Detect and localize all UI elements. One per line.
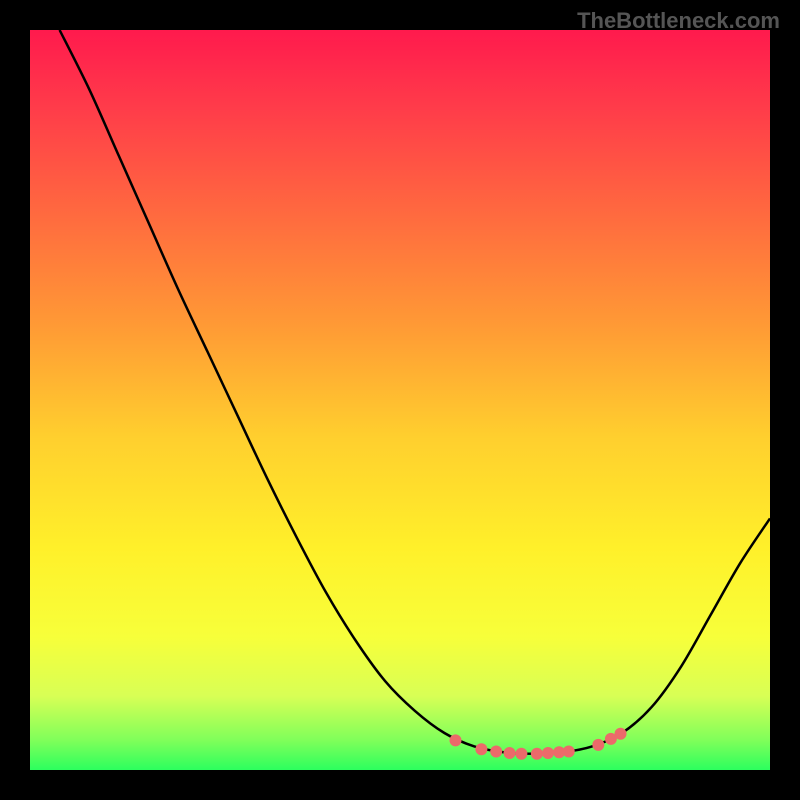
marker-dot — [592, 739, 604, 751]
marker-dot — [490, 746, 502, 758]
marker-dot — [563, 746, 575, 758]
marker-dot — [504, 747, 516, 759]
marker-dot — [450, 734, 462, 746]
marker-dot — [531, 748, 543, 760]
plot-background — [30, 30, 770, 770]
marker-dot — [475, 743, 487, 755]
marker-dot — [542, 747, 554, 759]
marker-dot — [615, 728, 627, 740]
chart-svg — [0, 0, 800, 800]
watermark-text: TheBottleneck.com — [577, 8, 780, 34]
marker-dot — [515, 748, 527, 760]
